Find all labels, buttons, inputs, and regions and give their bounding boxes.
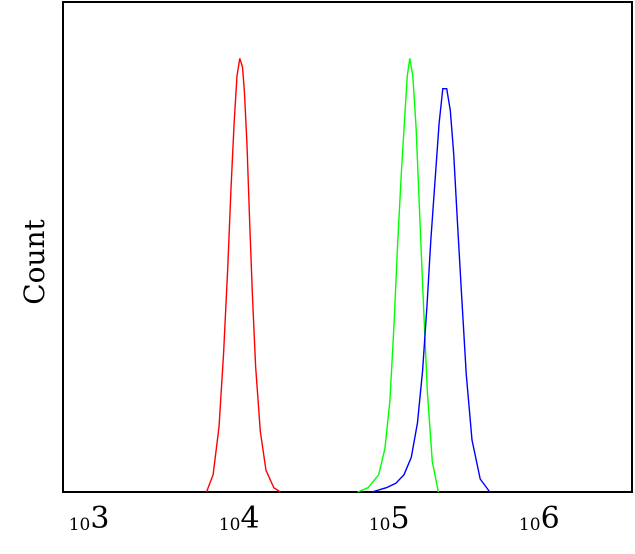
series-line-1	[205, 58, 281, 493]
x-tick-label-2: 104	[219, 501, 260, 536]
x-tick-label-4: 106	[519, 501, 560, 536]
series-layer	[205, 58, 491, 493]
x-tick-exponent: 3	[90, 501, 109, 536]
x-tick-exponent: 4	[240, 501, 259, 536]
x-tick-base: 10	[219, 515, 241, 535]
x-tick-label-1: 103	[69, 501, 110, 536]
y-axis-label: Count	[18, 218, 51, 304]
x-tick-exponent: 6	[541, 501, 560, 536]
x-tick-base: 10	[69, 515, 91, 535]
x-tick-label-3: 105	[369, 501, 410, 536]
x-tick-exponent: 5	[390, 501, 409, 536]
series-line-3	[371, 88, 491, 493]
x-tick-base: 10	[369, 515, 391, 535]
x-tick-base: 10	[519, 515, 541, 535]
series-line-2	[357, 58, 440, 493]
x-tick-labels: 103 104 105 106	[69, 501, 560, 536]
plot-frame	[62, 1, 633, 493]
